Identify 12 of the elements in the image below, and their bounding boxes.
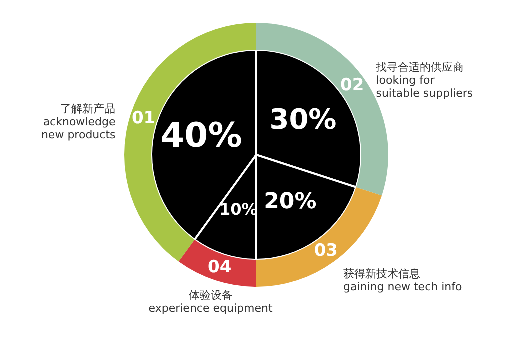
slice-label: 体验设备 experience equipment [148, 288, 274, 315]
slice-label: 找寻合适的供应商 looking for suitable suppliers [375, 61, 474, 100]
data-label: 10% [220, 200, 258, 219]
data-label: 30% [270, 103, 337, 136]
text: 03 [314, 240, 338, 261]
slice-label: 获得新技术信息 gaining new tech info [343, 268, 462, 294]
text: 04 [208, 258, 232, 278]
data-label: 40% [160, 116, 242, 156]
data-label: 20% [264, 190, 317, 215]
slice-label: 了解新产品 acknowledge new products [41, 102, 116, 142]
text: 01 [132, 108, 156, 128]
text: 02 [340, 75, 364, 96]
